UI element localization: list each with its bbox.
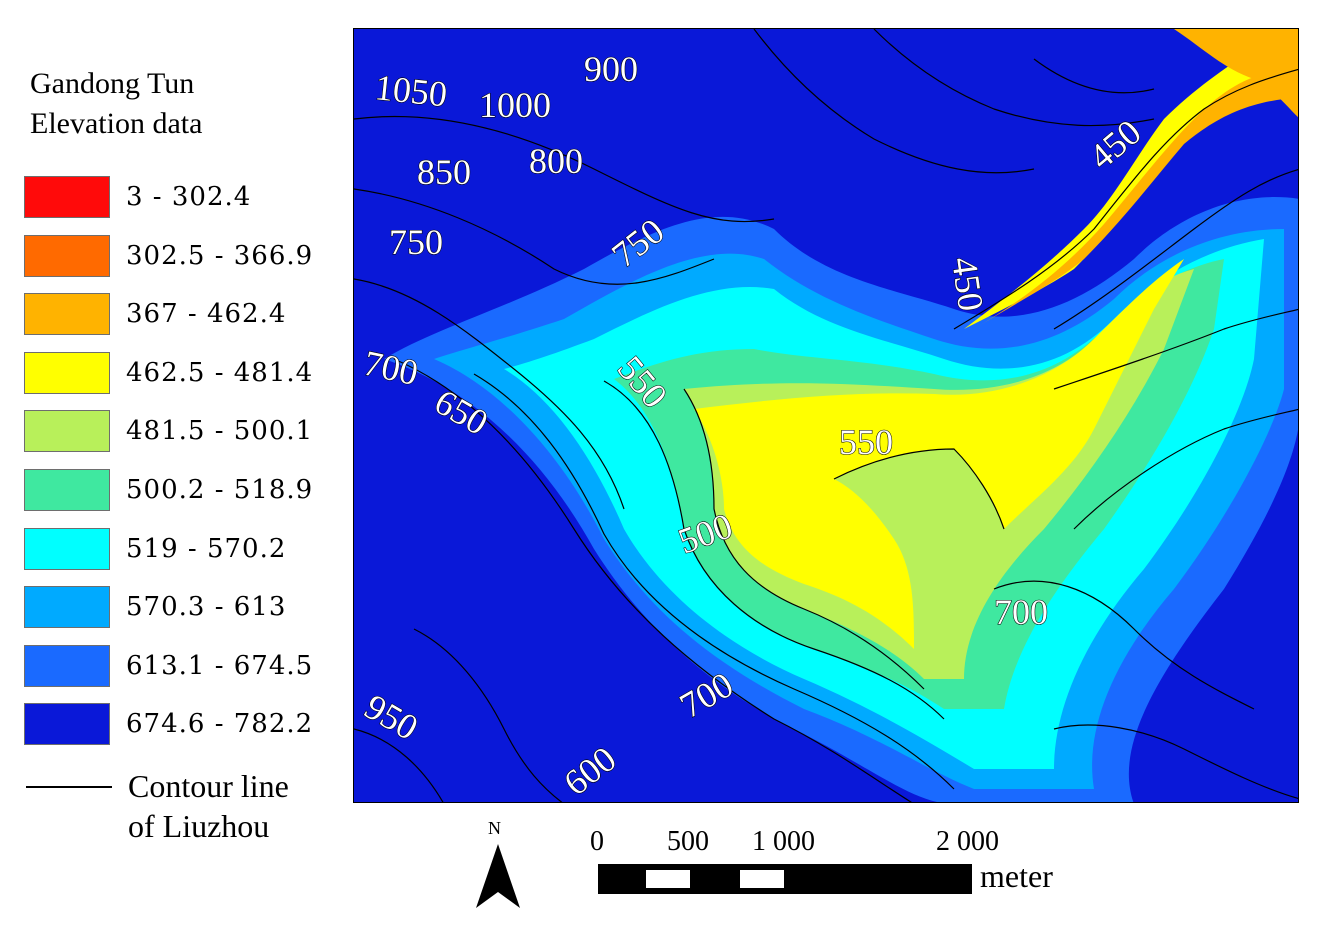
contour-line	[354, 188, 715, 285]
contour-line	[873, 29, 1155, 127]
legend-swatch	[24, 293, 110, 336]
scale-tick-2000: 2 000	[936, 826, 999, 857]
legend-item: 674.6 - 782.2	[24, 703, 344, 747]
north-arrow-icon	[476, 844, 520, 908]
legend: Gandong Tun Elevation data 3 - 302.4 302.…	[24, 64, 344, 844]
contour-line	[1073, 408, 1298, 530]
contour-label: 950	[358, 686, 425, 748]
legend-item: 500.2 - 518.9	[24, 469, 344, 513]
legend-swatch	[24, 176, 110, 218]
legend-swatch	[24, 351, 110, 394]
contour-label: 550	[839, 422, 893, 462]
scale-segment-white	[646, 870, 690, 888]
contour-label: 750	[389, 222, 443, 262]
legend-swatch	[24, 644, 110, 687]
contour-line	[413, 628, 563, 802]
contour-line	[393, 358, 912, 802]
contour-line	[1033, 58, 1155, 94]
contour-line	[354, 115, 775, 223]
legend-item-label: 302.5 - 366.9	[126, 240, 314, 271]
scale-tick-500: 500	[667, 826, 709, 857]
scale-bar-track	[598, 864, 972, 894]
zone-367-462-ne	[1174, 29, 1298, 118]
scale-tick-0: 0	[590, 826, 604, 857]
contour-line	[1053, 168, 1298, 330]
contour-line	[354, 278, 625, 510]
legend-item-label: 613.1 - 674.5	[126, 650, 314, 681]
zone-462-481	[694, 259, 1184, 649]
legend-item-label: 500.2 - 518.9	[126, 475, 314, 505]
contour-label: 850	[417, 152, 471, 192]
zone-367-462	[974, 69, 1298, 329]
legend-item: 519 - 570.2	[24, 527, 344, 572]
contour-lines	[354, 29, 1298, 802]
legend-item-label: 3 - 302.4	[126, 182, 252, 212]
zone-462-481-ridge	[964, 49, 1298, 329]
contour-label: 700	[994, 592, 1048, 632]
contour-label: 900	[584, 49, 638, 89]
legend-item: 462.5 - 481.4	[24, 351, 344, 396]
north-arrow: N	[472, 818, 524, 914]
contour-line	[603, 380, 945, 720]
legend-swatch	[24, 703, 110, 746]
contour-line-label: Contour line of Liuzhou	[128, 766, 348, 846]
north-letter: N	[488, 818, 501, 838]
legend-item-label: 519 - 570.2	[126, 533, 287, 564]
legend-item-label: 570.3 - 613	[126, 592, 287, 623]
legend-item: 613.1 - 674.5	[24, 644, 344, 689]
legend-item: 367 - 462.4	[24, 293, 344, 337]
legend-title-line1: Gandong Tun	[30, 67, 195, 100]
elevation-map: 1050 1000 900 850 800 750 750 700 650 550 550 500 45…	[353, 28, 1299, 803]
contour-line	[683, 388, 925, 690]
legend-swatch	[24, 410, 110, 453]
legend-item: 481.5 - 500.1	[24, 410, 344, 454]
legend-item-label: 481.5 - 500.1	[126, 416, 314, 447]
contour-line-symbol	[26, 786, 112, 788]
legend-swatch	[24, 527, 110, 570]
contour-label: 600	[556, 739, 623, 803]
contour-label: 450	[944, 255, 991, 314]
legend-swatch	[24, 586, 110, 629]
scale-bar: 0 500 1 000 2 000 meter	[580, 826, 1080, 906]
scale-unit: meter	[980, 858, 1053, 894]
contour-line	[1053, 308, 1298, 390]
contour-label-line1: Contour line	[128, 768, 289, 804]
contour-label: 1000	[479, 85, 551, 125]
legend-item-label: 462.5 - 481.4	[126, 357, 314, 388]
elevation-zones	[384, 29, 1298, 802]
scale-tick-1000: 1 000	[752, 826, 815, 857]
contour-label: 1050	[373, 67, 449, 114]
contour-line	[354, 728, 444, 802]
legend-item: 570.3 - 613	[24, 586, 344, 630]
contour-label: 800	[529, 141, 583, 181]
contour-line	[473, 373, 955, 790]
legend-item: 302.5 - 366.9	[24, 234, 344, 279]
contour-line	[993, 580, 1255, 710]
contour-line	[953, 68, 1298, 330]
scale-segment-white	[740, 870, 784, 888]
legend-swatch	[24, 469, 110, 511]
contour-label-line2: of Liuzhou	[128, 808, 270, 844]
legend-swatch	[24, 234, 110, 277]
legend-item-label: 674.6 - 782.2	[126, 709, 314, 740]
legend-title-line2: Elevation data	[30, 107, 203, 140]
legend-item: 3 - 302.4	[24, 176, 344, 220]
contour-line	[833, 448, 1005, 530]
contour-line	[753, 29, 1035, 174]
legend-item-label: 367 - 462.4	[126, 299, 287, 330]
legend-title: Gandong Tun Elevation data	[30, 64, 344, 144]
contour-line	[1053, 724, 1298, 800]
